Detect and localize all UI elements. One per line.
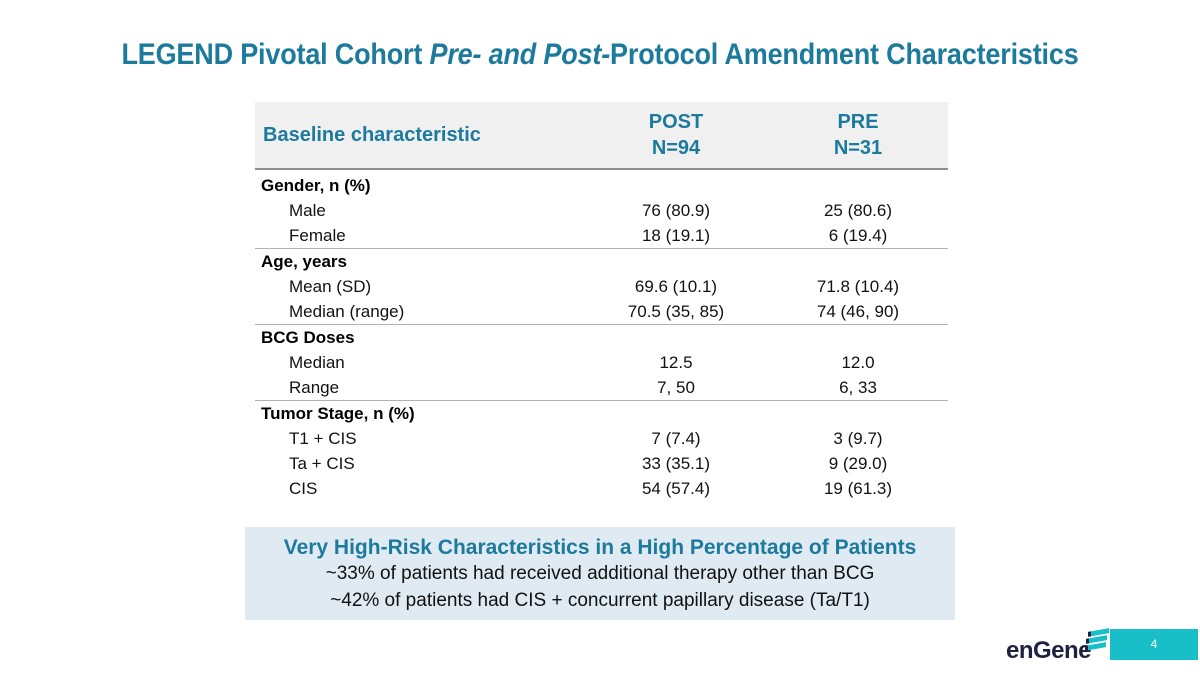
takeaway-title: Very High-Risk Characteristics in a High… — [283, 536, 917, 559]
row-label: Range — [289, 378, 340, 397]
table-row: Mean (SD) 69.6 (10.1) 71.8 (10.4) — [255, 274, 948, 299]
table-row: Ta + CIS 33 (35.1) 9 (29.0) — [255, 451, 948, 476]
section-age: Age, years Mean (SD) 69.6 (10.1) 71.8 (1… — [255, 248, 948, 324]
row-label: T1 + CIS — [289, 429, 357, 448]
post-value: 33 (35.1) — [641, 454, 711, 473]
pre-value: 6 (19.4) — [828, 226, 888, 245]
pre-value: 3 (9.7) — [833, 429, 883, 448]
characteristics-table: Baseline characteristic POST N=94 PRE N=… — [255, 102, 948, 501]
pre-value: 25 (80.6) — [823, 201, 893, 220]
post-value: 76 (80.9) — [641, 201, 711, 220]
header-post-label: POST — [648, 111, 704, 133]
title-part-1: LEGEND Pivotal Cohort — [121, 38, 430, 71]
pre-value: 12.0 — [841, 353, 875, 372]
takeaway-line-2: ~42% of patients had CIS + concurrent pa… — [330, 589, 870, 611]
header-pre-label: PRE — [837, 111, 879, 133]
header-pre-n: N=31 — [833, 137, 883, 159]
row-label: Median — [289, 353, 345, 372]
header-post-n: N=94 — [651, 137, 701, 159]
title-part-italic: Pre- and Post- — [429, 38, 611, 71]
header-post-column: POST N=94 — [584, 109, 768, 161]
post-value: 70.5 (35, 85) — [627, 302, 725, 321]
header-baseline-characteristic: Baseline characteristic — [263, 123, 481, 146]
table-row: Median 12.5 12.0 — [255, 350, 948, 375]
key-takeaway-box: Very High-Risk Characteristics in a High… — [245, 527, 955, 620]
row-label: Male — [289, 201, 326, 220]
pre-value: 19 (61.3) — [823, 479, 893, 498]
section-tumor-stage: Tumor Stage, n (%) T1 + CIS 7 (7.4) 3 (9… — [255, 400, 948, 501]
table-row: Range 7, 50 6, 33 — [255, 375, 948, 400]
row-label: Median (range) — [289, 302, 405, 321]
row-label: Female — [289, 226, 346, 245]
section-label: Tumor Stage, n (%) — [261, 404, 415, 423]
row-label: CIS — [289, 479, 318, 498]
post-value: 54 (57.4) — [641, 479, 711, 498]
post-value: 69.6 (10.1) — [634, 277, 718, 296]
pre-value: 6, 33 — [839, 378, 877, 397]
section-bcg-doses: BCG Doses Median 12.5 12.0 Range 7, 50 6… — [255, 324, 948, 400]
row-label: Ta + CIS — [289, 454, 355, 473]
table-header-row: Baseline characteristic POST N=94 PRE N=… — [255, 102, 948, 170]
section-label: BCG Doses — [261, 328, 355, 347]
page-number-badge: 4 — [1110, 629, 1198, 660]
title-part-3: Protocol Amendment Characteristics — [610, 38, 1079, 71]
row-label: Mean (SD) — [289, 277, 372, 296]
table-body: Gender, n (%) Male 76 (80.9) 25 (80.6) F… — [255, 170, 948, 501]
table-row: Female 18 (19.1) 6 (19.4) — [255, 223, 948, 248]
section-label: Gender, n (%) — [261, 176, 371, 195]
table-row: CIS 54 (57.4) 19 (61.3) — [255, 476, 948, 501]
section-gender: Gender, n (%) Male 76 (80.9) 25 (80.6) F… — [255, 173, 948, 248]
pre-value: 9 (29.0) — [828, 454, 888, 473]
slide-title: LEGEND Pivotal Cohort Pre- and Post-Prot… — [60, 38, 1140, 72]
post-value: 18 (19.1) — [641, 226, 711, 245]
section-label: Age, years — [261, 252, 347, 271]
engene-logo-icon — [1085, 628, 1109, 654]
table-row: T1 + CIS 7 (7.4) 3 (9.7) — [255, 426, 948, 451]
header-pre-column: PRE N=31 — [768, 109, 948, 161]
post-value: 12.5 — [659, 353, 693, 372]
table-row: Male 76 (80.9) 25 (80.6) — [255, 198, 948, 223]
pre-value: 74 (46, 90) — [816, 302, 900, 321]
table-row: Median (range) 70.5 (35, 85) 74 (46, 90) — [255, 299, 948, 324]
post-value: 7, 50 — [657, 378, 695, 397]
takeaway-line-1: ~33% of patients had received additional… — [325, 563, 875, 585]
engene-logo-text: enGene — [1006, 637, 1092, 664]
post-value: 7 (7.4) — [651, 429, 701, 448]
pre-value: 71.8 (10.4) — [816, 277, 900, 296]
